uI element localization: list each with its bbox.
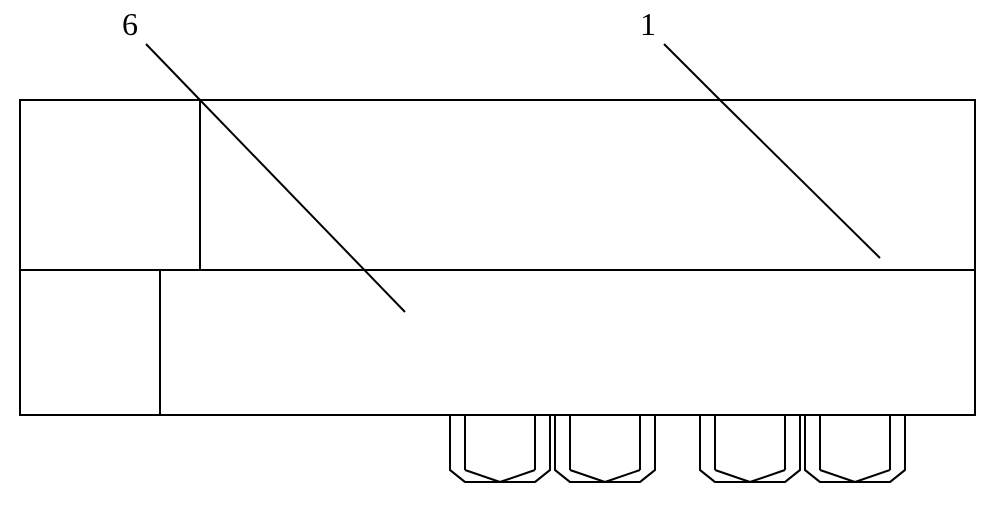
- callout-label-6: 6: [122, 6, 138, 43]
- main-frame: [20, 100, 975, 415]
- leaders-group: [146, 44, 880, 312]
- drawing-canvas: [0, 0, 1000, 527]
- callout-label-1: 1: [640, 6, 656, 43]
- nuts-group: [450, 415, 905, 482]
